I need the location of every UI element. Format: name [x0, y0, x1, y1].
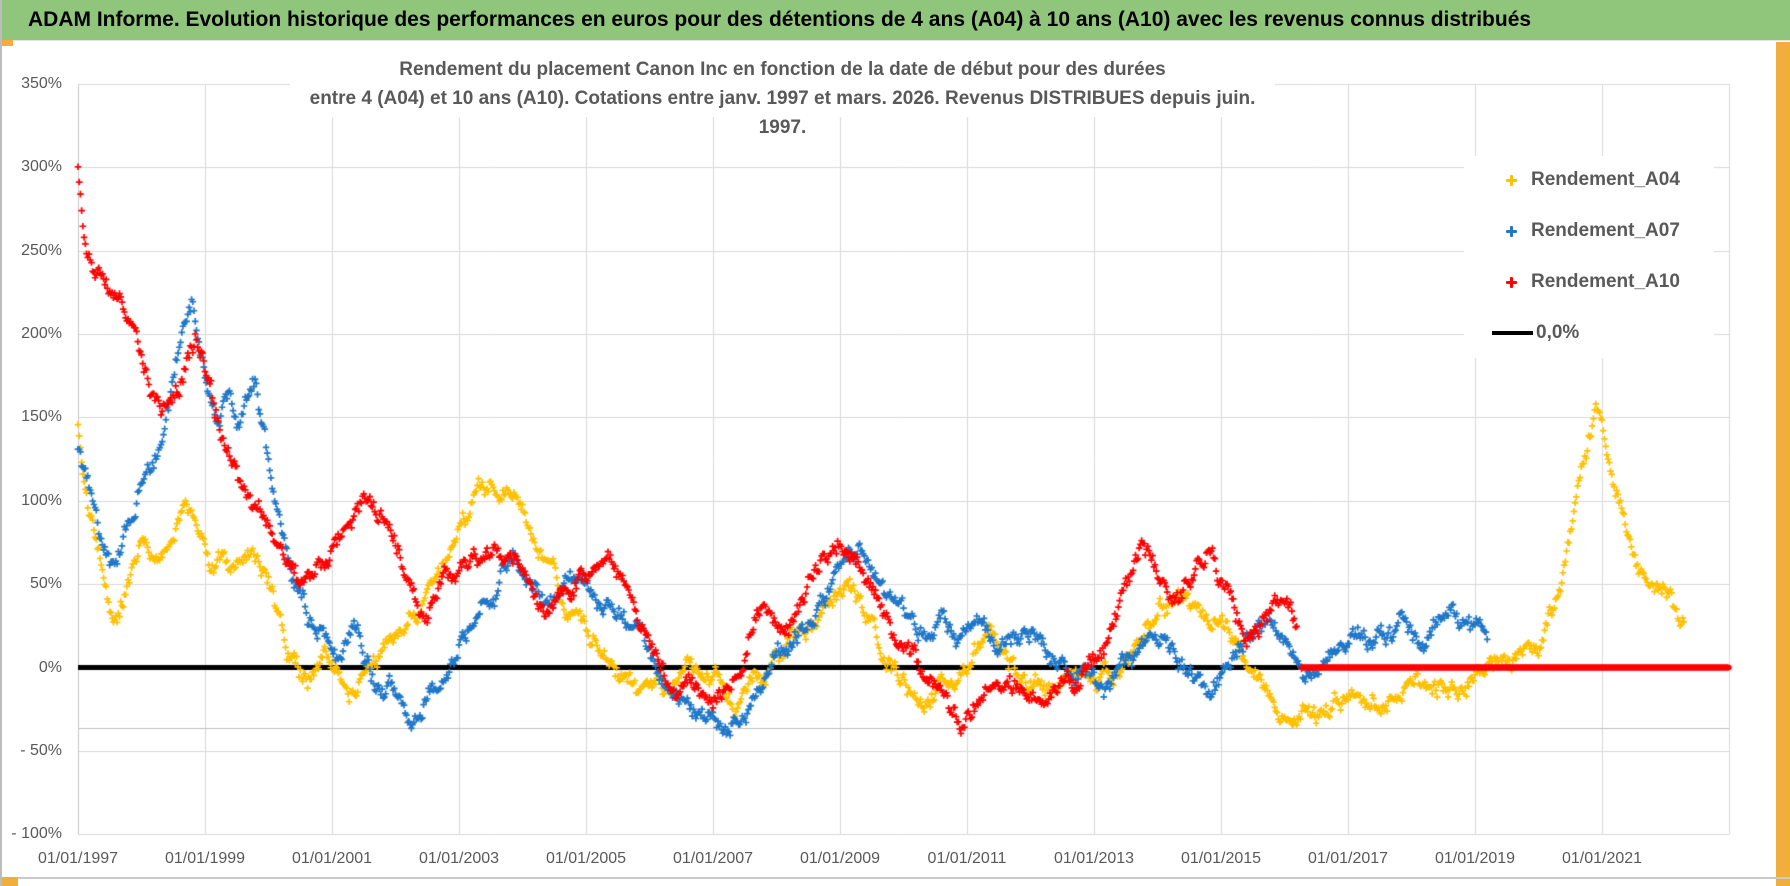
x-tick-label: 01/01/1999 — [164, 850, 246, 867]
legend-item-rendement-a04: Rendement_A04 — [1464, 167, 1714, 193]
x-tick-label: 01/01/2019 — [1434, 850, 1516, 867]
y-tick-label: - 100% — [11, 825, 62, 843]
x-tick-label: 01/01/2005 — [545, 850, 627, 867]
x-tick-label: 01/01/2007 — [672, 850, 754, 867]
chart-title-line1: Rendement du placement Canon Inc en fonc… — [399, 59, 1166, 80]
chart-title-line2: entre 4 (A04) et 10 ans (A10). Cotations… — [309, 88, 1256, 138]
plus-marker-icon — [1506, 225, 1517, 237]
chart-legend: Rendement_A04 Rendement_A07 Rendement_A10 0… — [1464, 156, 1714, 358]
x-tick-label: 01/01/2017 — [1307, 850, 1389, 867]
y-tick-label: 350% — [21, 75, 62, 93]
chart-title: Rendement du placement Canon Inc en fonc… — [290, 55, 1275, 138]
y-tick-label: - 50% — [20, 741, 62, 759]
x-tick-label: 01/01/2003 — [418, 850, 500, 867]
y-tick-label: 150% — [21, 408, 62, 426]
x-tick-label: 01/01/2011 — [927, 850, 1007, 867]
legend-label: Rendement_A10 — [1531, 271, 1680, 292]
x-tick-label: 01/01/2021 — [1561, 850, 1643, 867]
y-tick-label: 200% — [21, 325, 62, 343]
plus-marker-icon — [1506, 276, 1517, 288]
legend-label: 0,0% — [1536, 322, 1580, 343]
x-tick-label: 01/01/2015 — [1180, 850, 1262, 867]
gold-accent-bottom-chip — [0, 877, 18, 886]
x-tick-label: 01/01/1997 — [37, 850, 119, 867]
left-border-line — [0, 0, 2, 886]
x-tick-label: 01/01/2013 — [1053, 850, 1135, 867]
legend-item-0-0-: 0,0% — [1464, 320, 1714, 346]
y-tick-label: 300% — [21, 158, 62, 176]
y-tick-label: 250% — [21, 241, 62, 259]
gold-accent-right-bar — [1776, 42, 1790, 886]
x-tick-label: 01/01/2001 — [291, 850, 373, 867]
legend-item-rendement-a10: Rendement_A10 — [1464, 269, 1714, 295]
legend-item-rendement-a07: Rendement_A07 — [1464, 218, 1714, 244]
bottom-border-line — [18, 877, 1790, 879]
legend-label: Rendement_A07 — [1531, 220, 1680, 241]
y-tick-label: 100% — [21, 491, 62, 509]
y-tick-label: 0% — [38, 658, 62, 676]
plus-marker-icon — [1506, 174, 1517, 186]
x-tick-label: 01/01/2009 — [799, 850, 881, 867]
y-tick-label: 50% — [29, 575, 62, 593]
line-marker-icon — [1492, 331, 1533, 335]
legend-label: Rendement_A04 — [1531, 169, 1680, 190]
